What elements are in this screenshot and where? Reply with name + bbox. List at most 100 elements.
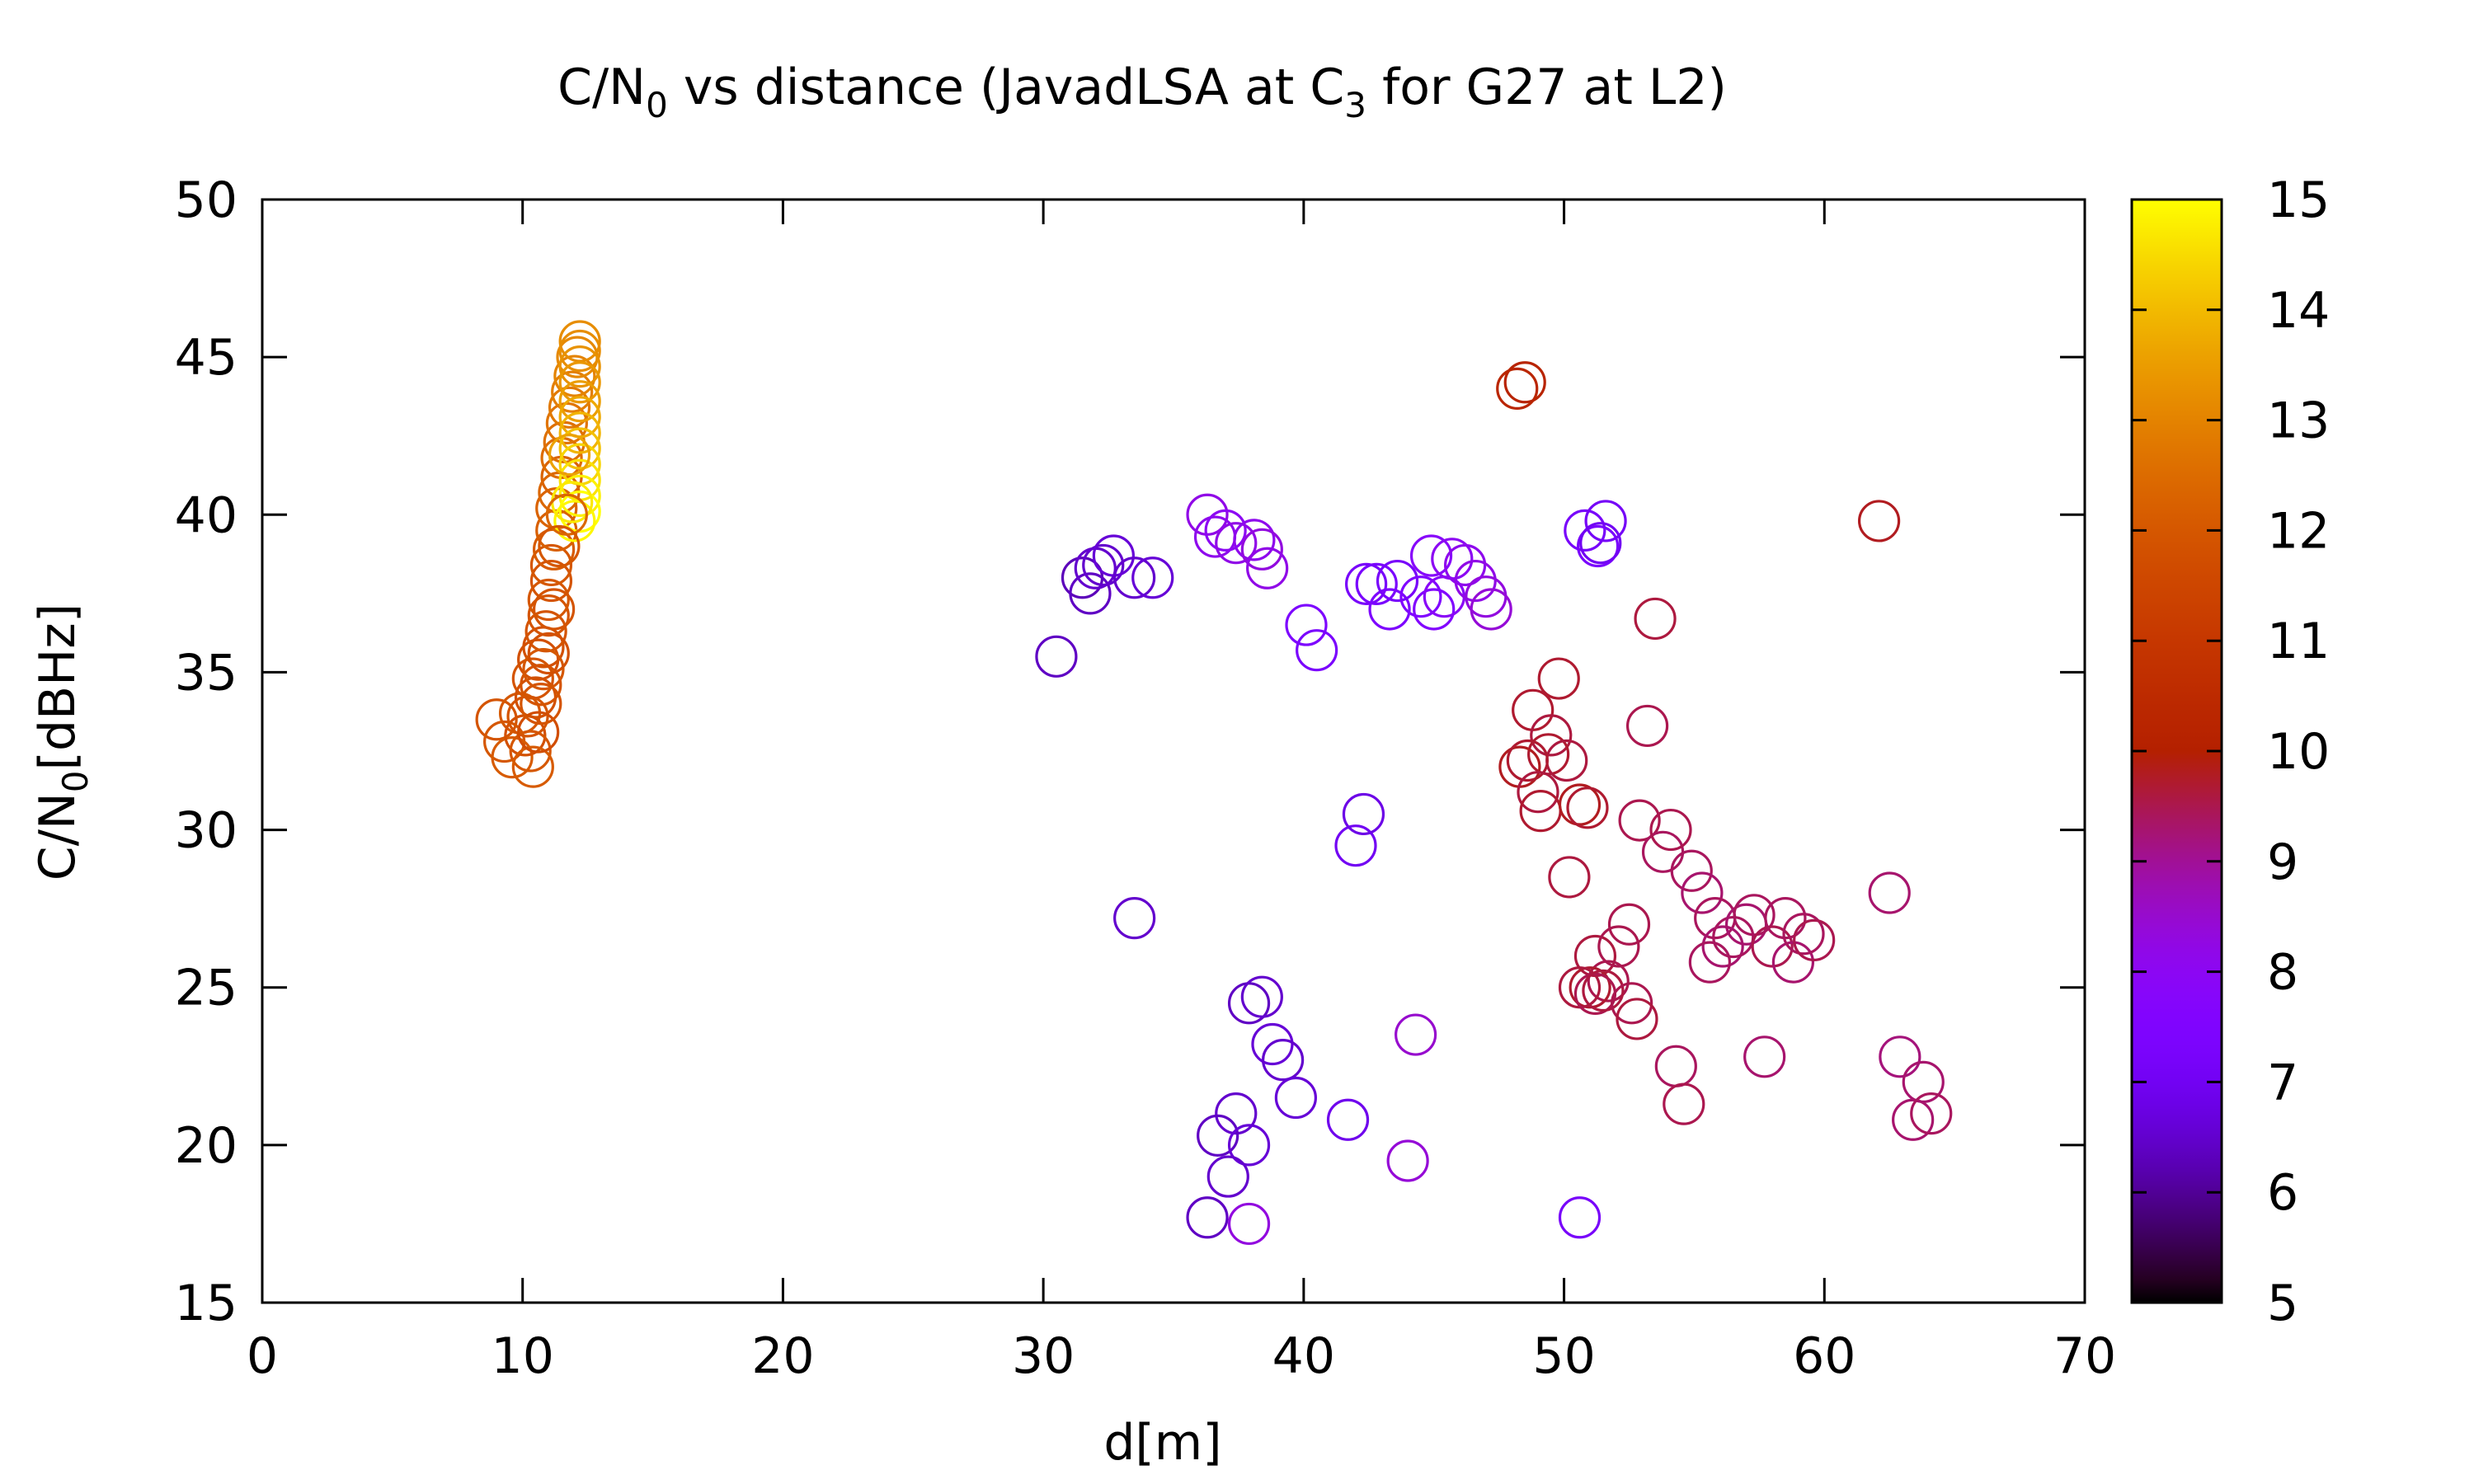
- y-axis-title: C/N0[dBHz]: [29, 603, 96, 881]
- data-point: [1793, 918, 1836, 961]
- data-point: [1512, 688, 1554, 731]
- data-point: [527, 578, 570, 622]
- data-point: [558, 361, 601, 404]
- data-point: [524, 610, 567, 653]
- data-point: [1857, 500, 1901, 542]
- data-point: [1641, 830, 1685, 873]
- data-point: [1395, 1013, 1437, 1056]
- data-point: [1215, 522, 1258, 565]
- data-point: [1558, 783, 1602, 826]
- data-point: [1246, 547, 1289, 589]
- data-point: [558, 345, 601, 388]
- data-point: [1296, 629, 1338, 672]
- data-point: [1663, 1082, 1705, 1125]
- data-point: [558, 329, 601, 373]
- data-point: [1082, 543, 1125, 587]
- data-point: [1569, 966, 1611, 1009]
- data-point: [1240, 528, 1283, 571]
- data-point: [1910, 1092, 1953, 1135]
- data-point: [1537, 657, 1580, 700]
- data-point: [1530, 714, 1573, 757]
- y-tick-label: 35: [175, 644, 238, 702]
- data-point: [1681, 871, 1724, 914]
- colorbar-tick-label: 13: [2267, 392, 2330, 450]
- data-point: [1733, 894, 1776, 937]
- data-point: [511, 745, 554, 788]
- data-point: [1342, 792, 1385, 836]
- x-tick-label: 60: [1793, 1327, 1856, 1385]
- data-point: [545, 493, 588, 536]
- data-point: [529, 559, 573, 603]
- data-point: [1399, 575, 1442, 618]
- data-point: [527, 594, 570, 637]
- colorbar-tick-label: 15: [2267, 171, 2330, 229]
- data-point: [1355, 562, 1398, 605]
- data-point: [532, 588, 576, 631]
- data-point: [1345, 562, 1388, 605]
- data-point: [1227, 1124, 1271, 1167]
- data-points: [475, 320, 1953, 1246]
- colorbar-tick-label: 8: [2267, 944, 2298, 1002]
- y-tick-label: 45: [175, 329, 238, 387]
- data-point: [1035, 635, 1078, 678]
- data-point: [1186, 1196, 1229, 1239]
- data-point: [1274, 1076, 1317, 1120]
- y-tick-label: 20: [175, 1117, 238, 1175]
- data-point: [1868, 871, 1911, 914]
- data-point: [1413, 588, 1456, 631]
- data-point: [1751, 925, 1794, 968]
- data-point: [1251, 1022, 1294, 1066]
- data-point: [509, 730, 552, 773]
- data-point: [1113, 897, 1156, 940]
- x-tick-label: 70: [2053, 1327, 2116, 1385]
- data-point: [1649, 808, 1692, 852]
- data-point: [1386, 1139, 1429, 1182]
- x-axis-title: d[m]: [1103, 1414, 1221, 1472]
- y-tick-label: 30: [175, 802, 238, 860]
- data-point: [558, 490, 601, 533]
- data-point: [1517, 771, 1559, 814]
- data-point: [1879, 1036, 1921, 1078]
- data-point: [1233, 519, 1276, 561]
- data-point: [1240, 975, 1283, 1018]
- data-point: [517, 711, 560, 754]
- x-tick-label: 0: [247, 1327, 278, 1385]
- colorbar-tick-label: 7: [2267, 1054, 2298, 1111]
- data-point: [558, 380, 601, 423]
- data-point: [1566, 787, 1609, 829]
- data-point: [1506, 739, 1549, 782]
- data-point: [1577, 524, 1620, 568]
- data-point: [1470, 588, 1512, 631]
- data-point: [1564, 509, 1606, 552]
- data-point: [1113, 556, 1156, 599]
- data-point: [1409, 534, 1453, 577]
- data-point: [548, 434, 591, 477]
- data-point: [1584, 500, 1627, 542]
- data-point: [1688, 941, 1731, 984]
- data-point: [1285, 603, 1328, 646]
- data-point: [527, 632, 570, 675]
- data-point: [1597, 925, 1640, 968]
- data-point: [1892, 1098, 1935, 1141]
- data-point: [1334, 824, 1377, 867]
- data-point: [1607, 903, 1651, 946]
- colorbar-tick-label: 6: [2267, 1164, 2298, 1222]
- data-point: [529, 543, 573, 587]
- data-point: [1131, 556, 1174, 599]
- data-point: [1558, 1196, 1602, 1239]
- data-point: [1454, 559, 1497, 603]
- x-tick-label: 50: [1532, 1327, 1595, 1385]
- data-point: [1261, 1039, 1305, 1082]
- data-point: [1215, 1092, 1258, 1135]
- data-point: [1701, 925, 1744, 968]
- data-point: [1618, 799, 1661, 842]
- data-point: [511, 657, 554, 700]
- data-point: [491, 736, 534, 779]
- data-point: [548, 386, 591, 429]
- colorbar: 5 6 7 8 9 10 11 12 13 14 15: [2130, 171, 2330, 1332]
- y-tick-label: 15: [175, 1275, 238, 1332]
- data-point: [1743, 1036, 1786, 1078]
- data-point: [553, 500, 596, 542]
- data-point: [1069, 572, 1112, 615]
- data-point: [1611, 982, 1653, 1025]
